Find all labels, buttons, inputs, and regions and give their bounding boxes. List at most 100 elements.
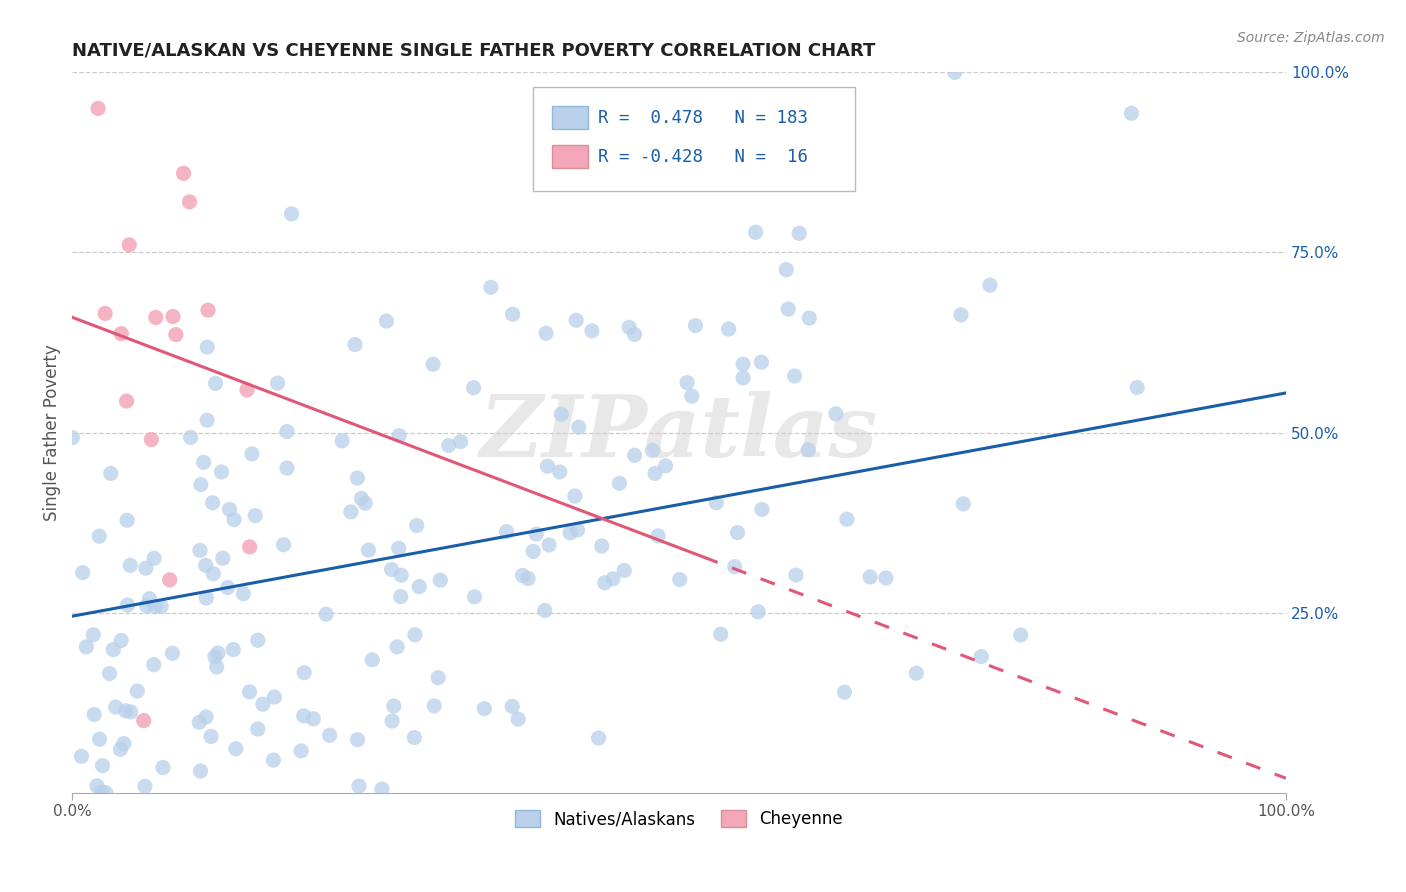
Point bbox=[98, 666, 121, 681]
Point bbox=[361, 653, 384, 667]
Point bbox=[568, 420, 591, 434]
Point bbox=[381, 562, 404, 576]
Point bbox=[89, 529, 111, 543]
Point bbox=[724, 559, 747, 574]
Point bbox=[727, 525, 749, 540]
Point bbox=[381, 714, 404, 728]
Point bbox=[103, 642, 125, 657]
Point bbox=[302, 712, 325, 726]
Point bbox=[382, 699, 405, 714]
Point bbox=[222, 513, 245, 527]
Point bbox=[197, 303, 219, 318]
Point bbox=[783, 369, 806, 384]
Point bbox=[204, 649, 226, 664]
Point bbox=[591, 539, 613, 553]
Point bbox=[1126, 380, 1149, 394]
Point bbox=[135, 561, 157, 575]
Point bbox=[72, 566, 94, 580]
Point bbox=[593, 575, 616, 590]
Point bbox=[835, 512, 858, 526]
Point bbox=[437, 438, 460, 452]
Point bbox=[495, 524, 517, 539]
Point bbox=[346, 471, 368, 485]
Point bbox=[115, 394, 138, 409]
Point bbox=[290, 744, 312, 758]
Point bbox=[952, 497, 974, 511]
Point bbox=[357, 543, 380, 558]
Point bbox=[94, 306, 117, 320]
Point bbox=[292, 665, 315, 680]
Point bbox=[70, 749, 93, 764]
Point bbox=[350, 491, 373, 506]
Point bbox=[654, 458, 676, 473]
Point bbox=[236, 383, 259, 397]
Point bbox=[979, 278, 1001, 293]
Point bbox=[602, 572, 624, 586]
Point bbox=[388, 428, 411, 442]
Point bbox=[188, 715, 211, 730]
Point bbox=[138, 591, 160, 606]
Point bbox=[104, 700, 127, 714]
Point bbox=[273, 538, 295, 552]
Point bbox=[60, 431, 83, 445]
Point bbox=[641, 443, 664, 458]
Point bbox=[190, 477, 212, 491]
Point bbox=[970, 649, 993, 664]
Point bbox=[508, 712, 530, 726]
Point bbox=[346, 732, 368, 747]
Point bbox=[162, 646, 184, 660]
Point bbox=[245, 508, 267, 523]
Point bbox=[389, 568, 412, 582]
Point bbox=[132, 714, 155, 728]
Point bbox=[548, 465, 571, 479]
Text: R = -0.428   N =  16: R = -0.428 N = 16 bbox=[598, 148, 808, 166]
Point bbox=[142, 657, 165, 672]
Point bbox=[388, 541, 411, 556]
Point bbox=[1010, 628, 1032, 642]
Point bbox=[115, 513, 138, 527]
Point bbox=[778, 301, 800, 316]
Point bbox=[276, 461, 298, 475]
Point bbox=[797, 442, 820, 457]
Point bbox=[704, 496, 727, 510]
Point bbox=[423, 698, 446, 713]
Point bbox=[159, 573, 181, 587]
Point bbox=[717, 322, 740, 336]
Point bbox=[200, 730, 222, 744]
Point bbox=[560, 525, 582, 540]
Point bbox=[117, 598, 139, 612]
Point bbox=[89, 732, 111, 747]
Point bbox=[501, 699, 523, 714]
Point bbox=[785, 568, 807, 582]
Point bbox=[110, 326, 132, 341]
Point bbox=[787, 227, 810, 241]
Point bbox=[550, 407, 572, 421]
Point bbox=[744, 225, 766, 239]
Point bbox=[564, 489, 586, 503]
Point bbox=[512, 568, 534, 582]
Point bbox=[87, 102, 110, 116]
Point bbox=[141, 433, 163, 447]
Point bbox=[240, 447, 263, 461]
Point bbox=[91, 758, 114, 772]
Point bbox=[824, 407, 846, 421]
Point bbox=[193, 455, 215, 469]
Point bbox=[676, 376, 699, 390]
Point bbox=[405, 518, 427, 533]
Point bbox=[502, 307, 524, 321]
Point bbox=[134, 780, 156, 794]
Point bbox=[90, 785, 112, 799]
Text: NATIVE/ALASKAN VS CHEYENNE SINGLE FATHER POVERTY CORRELATION CHART: NATIVE/ALASKAN VS CHEYENNE SINGLE FATHER… bbox=[72, 42, 876, 60]
Point bbox=[239, 540, 262, 554]
Point bbox=[731, 357, 754, 371]
Point bbox=[165, 327, 187, 342]
Point bbox=[623, 327, 645, 342]
Point bbox=[202, 566, 225, 581]
Point bbox=[647, 529, 669, 543]
Point bbox=[943, 65, 966, 79]
Point bbox=[204, 376, 226, 391]
Point bbox=[565, 313, 588, 327]
Point bbox=[685, 318, 707, 333]
Point bbox=[143, 551, 166, 566]
Point bbox=[201, 496, 224, 510]
